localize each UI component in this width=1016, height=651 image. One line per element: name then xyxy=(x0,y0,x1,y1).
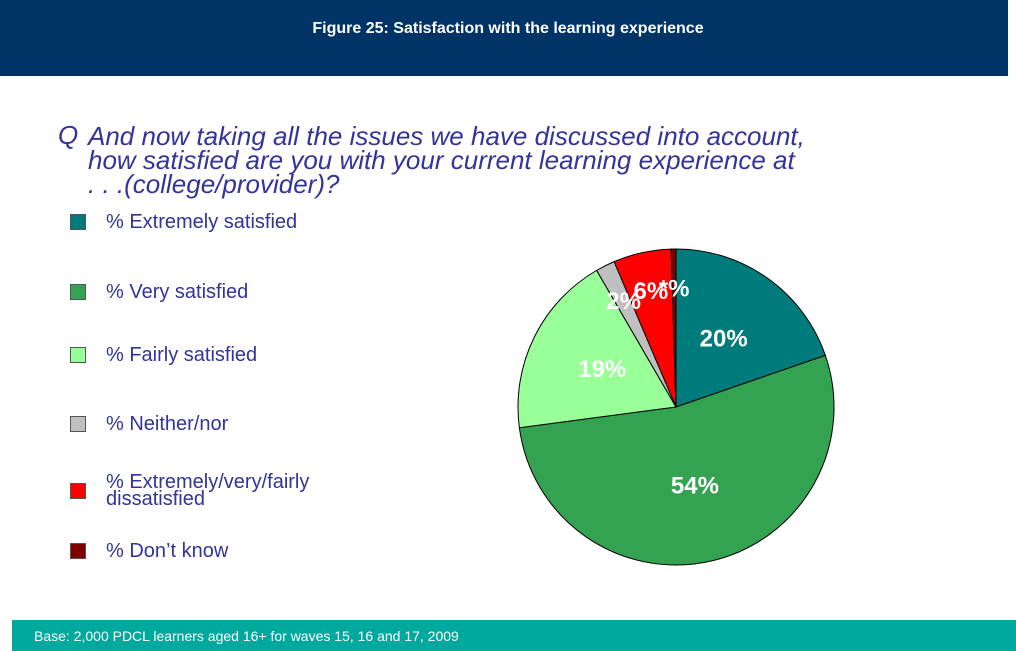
question-line: . . .(college/provider)? xyxy=(88,169,340,199)
legend-label: % Extremely satisfied xyxy=(106,210,298,233)
pie-slice xyxy=(518,354,835,566)
data-label: *% xyxy=(659,275,690,302)
legend-swatch xyxy=(70,214,86,230)
legend-label: % Extremely/very/fairly dissatisfied xyxy=(106,471,310,510)
question-marker: Q xyxy=(58,120,79,150)
legend-swatch xyxy=(70,543,86,559)
data-label: 6% xyxy=(634,278,669,305)
legend-swatch xyxy=(70,347,86,363)
base-note: Base: 2,000 PDCL learners aged 16+ for w… xyxy=(34,628,459,644)
legend-swatch xyxy=(70,483,86,499)
pie-slice xyxy=(517,269,677,429)
question-line: how satisfied are you with your current … xyxy=(88,145,795,175)
data-label: 19% xyxy=(578,356,626,383)
pie-slice xyxy=(670,248,677,408)
data-label: 2% xyxy=(606,288,641,315)
data-label: 20% xyxy=(700,325,748,352)
data-label: 54% xyxy=(671,472,719,499)
chart-title: Figure 25: Satisfaction with the learnin… xyxy=(312,20,704,37)
legend-label: % Neither/nor xyxy=(106,412,229,435)
legend-label: % Very satisfied xyxy=(106,280,249,303)
footer-band xyxy=(12,620,1016,651)
legend-label: % Don’t know xyxy=(106,539,229,562)
header-band xyxy=(0,0,1016,76)
legend-swatch xyxy=(70,284,86,300)
legend-swatch xyxy=(70,416,86,432)
pie-slice xyxy=(675,248,826,408)
question-line: And now taking all the issues we have di… xyxy=(88,121,805,151)
legend-label: % Fairly satisfied xyxy=(106,343,258,366)
